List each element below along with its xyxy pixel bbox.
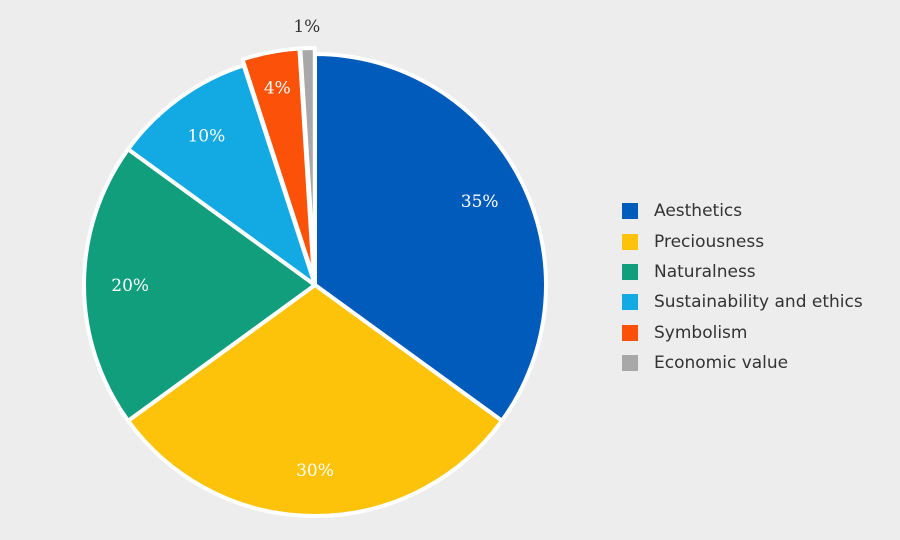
legend-item-symbolism: Symbolism <box>622 318 863 348</box>
legend-label: Aesthetics <box>654 201 743 222</box>
legend-swatch <box>622 233 638 250</box>
legend-item-preciousness: Preciousness <box>622 226 863 256</box>
legend-item-economic-value: Economic value <box>622 348 863 378</box>
legend: Aesthetics Preciousness Naturalness Sust… <box>622 196 863 378</box>
data-label-economic-value: 1% <box>293 17 320 37</box>
data-label-preciousness: 30% <box>296 461 334 481</box>
pie-slice-naturalness <box>82 147 317 423</box>
data-label-naturalness: 20% <box>111 276 149 296</box>
data-label-aesthetics: 35% <box>461 192 499 212</box>
pie-slice-preciousness <box>126 283 504 518</box>
legend-swatch <box>622 294 638 311</box>
legend-item-sustainability: Sustainability and ethics <box>622 287 863 317</box>
legend-label: Naturalness <box>654 261 756 282</box>
pie-slice-economic-value <box>298 46 317 282</box>
legend-item-aesthetics: Aesthetics <box>622 196 863 226</box>
legend-swatch <box>622 203 638 220</box>
legend-label: Preciousness <box>654 231 765 252</box>
legend-swatch <box>622 324 638 341</box>
legend-label: Economic value <box>654 353 789 374</box>
legend-label: Sustainability and ethics <box>654 292 863 313</box>
legend-swatch <box>622 263 638 280</box>
pie-slice-aesthetics <box>313 52 548 423</box>
legend-label: Symbolism <box>654 322 748 343</box>
legend-swatch <box>622 355 638 372</box>
legend-item-naturalness: Naturalness <box>622 257 863 287</box>
pie-slice-sustainability-and-ethics <box>126 63 317 287</box>
data-label-sustainability-and-ethics: 10% <box>187 126 225 146</box>
data-label-symbolism: 4% <box>264 79 291 99</box>
